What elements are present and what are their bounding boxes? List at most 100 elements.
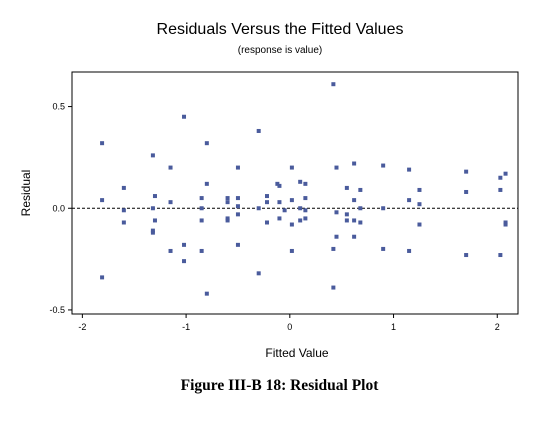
- data-point: [277, 216, 282, 221]
- data-point: [150, 228, 155, 233]
- y-tick-label: -0.5: [49, 305, 65, 315]
- data-point: [182, 114, 187, 119]
- y-tick-label: 0.0: [52, 203, 65, 213]
- data-point: [235, 165, 240, 170]
- chart-subtitle: (response is value): [238, 45, 322, 56]
- y-tick-label: 0.5: [52, 102, 65, 112]
- data-point: [417, 187, 422, 192]
- data-point: [225, 200, 230, 205]
- plot-area-frame: [71, 71, 519, 315]
- data-point: [225, 218, 230, 223]
- data-point: [256, 271, 261, 276]
- data-point: [100, 141, 105, 146]
- data-point: [182, 259, 187, 264]
- data-point: [100, 198, 105, 203]
- data-point: [235, 212, 240, 217]
- data-point: [334, 210, 339, 215]
- data-point: [498, 175, 503, 180]
- data-point: [277, 200, 282, 205]
- data-point: [121, 185, 126, 190]
- data-point: [121, 220, 126, 225]
- data-point: [168, 165, 173, 170]
- data-point: [352, 198, 357, 203]
- data-point: [289, 248, 294, 253]
- data-point: [334, 165, 339, 170]
- data-point: [358, 187, 363, 192]
- data-point: [381, 246, 386, 251]
- y-axis-ticks: -0.5 0.0 0.5: [49, 102, 72, 315]
- data-point: [464, 169, 469, 174]
- data-point: [344, 185, 349, 190]
- data-point: [168, 248, 173, 253]
- data-point: [352, 161, 357, 166]
- data-point: [352, 234, 357, 239]
- data-point: [503, 171, 508, 176]
- data-point: [204, 291, 209, 296]
- figure-caption: Figure III-B 18: Residual Plot: [180, 377, 379, 394]
- data-point: [298, 206, 303, 211]
- data-point: [417, 202, 422, 207]
- data-point: [277, 183, 282, 188]
- data-point: [150, 153, 155, 158]
- data-point: [498, 253, 503, 258]
- x-tick-label: 0: [287, 322, 292, 332]
- data-point: [264, 200, 269, 205]
- data-point: [225, 216, 230, 221]
- data-point: [303, 216, 308, 221]
- data-point: [503, 222, 508, 227]
- data-point: [344, 212, 349, 217]
- data-point: [121, 208, 126, 213]
- data-point: [204, 141, 209, 146]
- data-point: [182, 242, 187, 247]
- data-point: [381, 163, 386, 168]
- x-tick-label: -2: [78, 322, 86, 332]
- data-point: [264, 220, 269, 225]
- data-point: [204, 181, 209, 186]
- data-point: [264, 194, 269, 199]
- data-point: [464, 253, 469, 258]
- data-points: [100, 82, 508, 296]
- x-tick-label: 2: [495, 322, 500, 332]
- data-point: [298, 179, 303, 184]
- data-point: [235, 204, 240, 209]
- x-axis-label: Fitted Value: [265, 346, 328, 360]
- data-point: [152, 218, 157, 223]
- data-point: [199, 218, 204, 223]
- data-point: [303, 181, 308, 186]
- y-axis-label: Residual: [19, 170, 33, 217]
- x-tick-label: -1: [182, 322, 190, 332]
- data-point: [199, 248, 204, 253]
- data-point: [407, 198, 412, 203]
- data-point: [256, 206, 261, 211]
- x-axis-ticks: -2 -1 0 1 2: [78, 314, 500, 332]
- data-point: [407, 248, 412, 253]
- data-point: [289, 222, 294, 227]
- data-point: [225, 196, 230, 201]
- data-point: [358, 206, 363, 211]
- data-point: [289, 198, 294, 203]
- data-point: [199, 206, 204, 211]
- data-point: [498, 187, 503, 192]
- data-point: [199, 196, 204, 201]
- data-point: [503, 220, 508, 225]
- data-point: [464, 189, 469, 194]
- data-point: [235, 242, 240, 247]
- data-point: [168, 200, 173, 205]
- data-point: [417, 222, 422, 227]
- x-tick-label: 1: [391, 322, 396, 332]
- data-point: [235, 196, 240, 201]
- data-point: [275, 181, 280, 186]
- data-point: [256, 128, 261, 133]
- data-point: [331, 246, 336, 251]
- chart-title: Residuals Versus the Fitted Values: [157, 21, 404, 38]
- data-point: [150, 230, 155, 235]
- data-point: [407, 167, 412, 172]
- data-point: [381, 206, 386, 211]
- data-point: [298, 218, 303, 223]
- data-point: [352, 218, 357, 223]
- data-point: [303, 208, 308, 213]
- data-point: [303, 196, 308, 201]
- data-point: [344, 218, 349, 223]
- data-point: [358, 220, 363, 225]
